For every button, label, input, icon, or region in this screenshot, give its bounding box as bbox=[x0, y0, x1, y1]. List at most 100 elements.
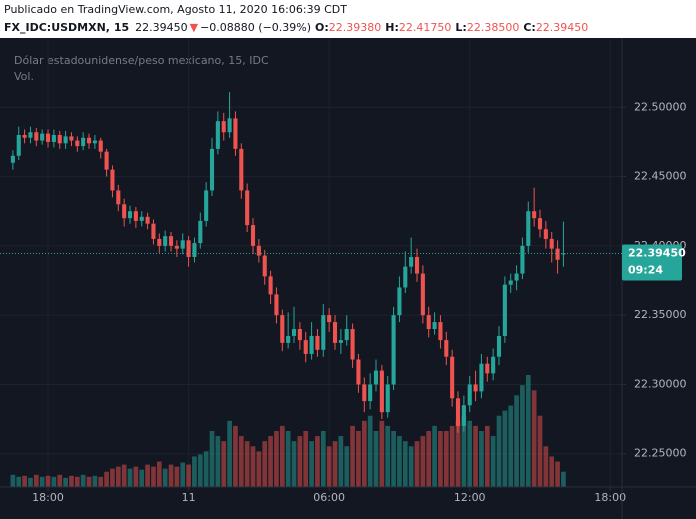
volume-label: Vol. bbox=[14, 70, 34, 83]
candle-body bbox=[526, 211, 531, 246]
volume-bar bbox=[438, 431, 443, 487]
volume-bar bbox=[22, 475, 27, 487]
volume-bar bbox=[86, 476, 92, 487]
candle-body bbox=[45, 133, 51, 142]
volume-bar bbox=[361, 420, 367, 487]
candle-body bbox=[186, 240, 191, 257]
h-label: H: bbox=[385, 21, 399, 34]
y-tick-label: 22.35000 bbox=[634, 308, 687, 321]
volume-bar bbox=[63, 477, 68, 487]
volume-bar bbox=[402, 441, 408, 487]
candle-body bbox=[473, 384, 478, 392]
candle-body bbox=[192, 243, 197, 257]
volume-bar bbox=[174, 466, 180, 487]
countdown: 09:24 bbox=[628, 263, 663, 276]
candle-body bbox=[444, 340, 449, 357]
volume-bar bbox=[496, 415, 502, 487]
volume-bar bbox=[350, 425, 355, 487]
volume-bar bbox=[367, 415, 373, 487]
candle-body bbox=[338, 340, 343, 343]
candle-body bbox=[379, 370, 384, 413]
candle-body bbox=[86, 137, 92, 144]
candle-body bbox=[168, 236, 174, 246]
candle-layer bbox=[10, 92, 566, 433]
candle-body bbox=[450, 356, 455, 399]
last-price-label: 22.39450 bbox=[628, 246, 686, 259]
volume-bar bbox=[326, 446, 332, 487]
volume-bar bbox=[549, 456, 555, 487]
candle-body bbox=[174, 245, 179, 249]
candle-body bbox=[209, 148, 215, 191]
candle-body bbox=[508, 280, 513, 285]
volume-bar bbox=[449, 425, 455, 487]
candle-body bbox=[297, 329, 302, 341]
candle-body bbox=[250, 225, 256, 246]
candle-body bbox=[69, 136, 74, 141]
volume-bar bbox=[98, 476, 104, 487]
candle-body bbox=[198, 220, 203, 244]
candle-body bbox=[409, 256, 414, 267]
volume-bar bbox=[414, 441, 420, 487]
volume-bar bbox=[432, 425, 437, 487]
volume-bar bbox=[315, 436, 320, 487]
volume-bar bbox=[274, 431, 279, 487]
volume-bar bbox=[233, 425, 238, 487]
volume-bar bbox=[285, 431, 291, 487]
candle-body bbox=[10, 155, 15, 163]
volume-bar bbox=[162, 468, 168, 487]
volume-layer bbox=[10, 375, 566, 487]
volume-bar bbox=[268, 436, 273, 487]
volume-bar bbox=[426, 431, 432, 487]
volume-bar bbox=[39, 476, 45, 487]
candle-body bbox=[391, 315, 396, 385]
candle-body bbox=[16, 135, 21, 156]
candle-body bbox=[28, 132, 33, 138]
price: 22.39450 bbox=[135, 21, 188, 34]
candle-body bbox=[286, 335, 291, 343]
volume-bar bbox=[373, 431, 379, 487]
symbol: FX_IDC:USDMXN, 15 bbox=[4, 21, 129, 34]
volume-bar bbox=[215, 436, 221, 487]
candle-body bbox=[22, 135, 27, 138]
volume-bar bbox=[455, 420, 461, 487]
volume-bar bbox=[209, 431, 215, 487]
volume-bar bbox=[531, 390, 537, 487]
volume-bar bbox=[479, 431, 484, 487]
candle-body bbox=[245, 190, 250, 226]
volume-bar bbox=[45, 475, 51, 487]
candle-body bbox=[104, 151, 109, 170]
volume-bar bbox=[514, 395, 519, 487]
volume-bar bbox=[127, 468, 133, 487]
candle-body bbox=[426, 315, 431, 330]
volume-bar bbox=[10, 474, 16, 487]
volume-bar bbox=[139, 469, 145, 487]
candle-body bbox=[467, 384, 472, 406]
candle-body bbox=[233, 118, 238, 149]
volume-bar bbox=[238, 436, 244, 487]
candle-body bbox=[350, 329, 355, 360]
candle-body bbox=[274, 294, 279, 316]
volume-bar bbox=[186, 464, 191, 487]
candle-body bbox=[227, 118, 232, 133]
candle-body bbox=[127, 211, 133, 219]
candle-body bbox=[116, 190, 121, 205]
volume-bar bbox=[57, 474, 63, 487]
candle-body bbox=[385, 384, 390, 413]
candle-body bbox=[309, 335, 314, 354]
candle-body bbox=[63, 136, 68, 144]
y-tick-label: 22.45000 bbox=[634, 170, 687, 183]
volume-bar bbox=[391, 431, 396, 487]
candle-body bbox=[461, 405, 466, 427]
volume-bar bbox=[74, 476, 80, 487]
chart-bg bbox=[0, 38, 696, 519]
candle-body bbox=[303, 340, 308, 354]
candle-body bbox=[321, 315, 326, 350]
last-price-box bbox=[622, 244, 682, 281]
volume-bar bbox=[320, 431, 326, 487]
volume-bar bbox=[303, 431, 309, 487]
volume-bar bbox=[473, 425, 478, 487]
candle-body bbox=[555, 248, 560, 260]
volume-bar bbox=[250, 446, 256, 487]
volume-bar bbox=[28, 477, 33, 487]
